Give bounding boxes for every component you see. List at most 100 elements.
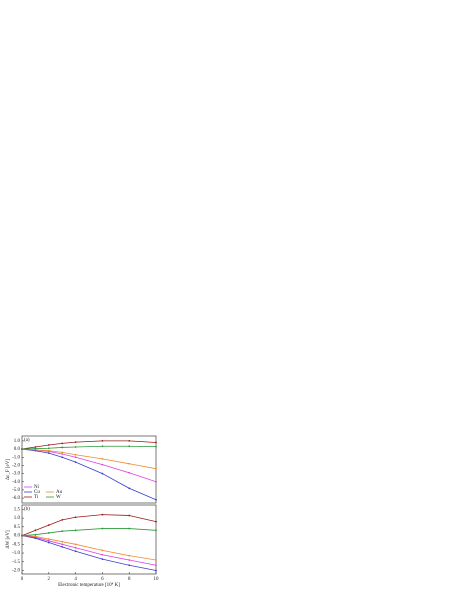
data-point bbox=[61, 530, 64, 533]
y-tick-label: 0.0 bbox=[14, 534, 21, 539]
data-point bbox=[47, 538, 50, 540]
data-point bbox=[61, 543, 64, 546]
data-point bbox=[61, 546, 64, 548]
data-point bbox=[155, 441, 157, 444]
legend-label: Ni bbox=[34, 485, 40, 490]
panel-label: (a) bbox=[24, 438, 30, 443]
legend-label: Ti bbox=[34, 495, 39, 500]
data-point bbox=[61, 540, 64, 543]
data-point bbox=[61, 446, 64, 449]
data-point bbox=[101, 558, 104, 561]
data-point bbox=[128, 440, 131, 442]
data-point bbox=[155, 445, 157, 448]
y-axis-label: ΔW [eV] bbox=[6, 530, 11, 549]
data-point bbox=[47, 452, 50, 455]
data-point bbox=[101, 457, 104, 460]
y-tick-label: -4.0 bbox=[12, 480, 20, 485]
data-point bbox=[74, 456, 77, 459]
data-point bbox=[74, 446, 77, 448]
data-point bbox=[34, 529, 37, 532]
data-point bbox=[34, 447, 37, 450]
data-point bbox=[34, 535, 37, 538]
y-tick-label: -3.0 bbox=[12, 472, 20, 477]
data-point bbox=[128, 564, 131, 567]
data-point bbox=[74, 441, 77, 444]
data-point bbox=[101, 445, 104, 448]
series-line bbox=[21, 535, 157, 571]
data-point bbox=[101, 527, 104, 530]
data-point bbox=[47, 541, 50, 544]
x-tick-label: 2 bbox=[48, 577, 51, 582]
data-point bbox=[155, 467, 157, 470]
data-point bbox=[74, 529, 77, 532]
data-point bbox=[47, 539, 50, 542]
series-line bbox=[21, 528, 157, 536]
data-point bbox=[101, 440, 104, 442]
series-line bbox=[21, 535, 157, 566]
data-point bbox=[101, 463, 104, 466]
x-tick-label: 8 bbox=[128, 577, 131, 582]
x-axis-label: Electronic temperature [10⁴ K] bbox=[58, 582, 120, 588]
legend-label: W bbox=[56, 495, 61, 500]
series-line bbox=[21, 440, 157, 450]
y-tick-label: 1.5 bbox=[14, 508, 21, 513]
y-axis-label: Δε_F [eV] bbox=[6, 459, 11, 480]
data-point bbox=[61, 442, 64, 445]
data-point bbox=[128, 559, 131, 561]
data-point bbox=[128, 445, 131, 448]
panel-label: (b) bbox=[24, 507, 30, 512]
data-point bbox=[155, 520, 157, 523]
y-tick-label: -1.0 bbox=[12, 455, 20, 460]
data-point bbox=[21, 448, 23, 450]
series-line bbox=[21, 535, 157, 561]
y-tick-label: -0.5 bbox=[12, 542, 20, 547]
data-point bbox=[61, 451, 64, 454]
y-tick-label: -1.0 bbox=[12, 551, 20, 556]
y-tick-label: 1.0 bbox=[14, 439, 21, 444]
x-tick-label: 10 bbox=[154, 577, 160, 582]
y-tick-label: -2.0 bbox=[12, 464, 20, 469]
x-tick-label: 6 bbox=[101, 577, 104, 582]
series-line bbox=[21, 514, 157, 536]
data-point bbox=[128, 487, 131, 490]
data-point bbox=[47, 444, 50, 446]
y-tick-label: 0.5 bbox=[14, 525, 21, 530]
data-point bbox=[74, 461, 77, 464]
data-point bbox=[155, 498, 157, 501]
series-line bbox=[21, 448, 157, 483]
data-point bbox=[61, 453, 64, 455]
data-point bbox=[34, 446, 37, 448]
y-tick-label: 1.0 bbox=[14, 516, 21, 521]
data-point bbox=[155, 559, 157, 561]
x-tick-label: 4 bbox=[74, 577, 77, 582]
y-tick-label: -1.5 bbox=[12, 560, 20, 565]
data-point bbox=[155, 569, 157, 572]
series-line bbox=[21, 445, 157, 450]
data-point bbox=[74, 546, 77, 549]
legend-label: Au bbox=[56, 490, 63, 495]
data-point bbox=[101, 513, 104, 516]
series-line bbox=[21, 448, 157, 501]
data-point bbox=[155, 480, 157, 483]
data-point bbox=[101, 549, 104, 552]
data-point bbox=[128, 462, 131, 465]
data-point bbox=[47, 449, 50, 452]
data-point bbox=[128, 471, 131, 474]
data-point bbox=[101, 472, 104, 475]
series-line bbox=[21, 448, 157, 470]
data-point bbox=[61, 456, 64, 459]
plot-frame bbox=[21, 504, 157, 575]
y-tick-label: 0.0 bbox=[14, 447, 21, 452]
data-point bbox=[61, 518, 64, 521]
data-point bbox=[101, 553, 104, 556]
data-point bbox=[155, 564, 157, 567]
data-point bbox=[128, 527, 131, 530]
x-tick-label: 0 bbox=[21, 577, 24, 582]
data-point bbox=[47, 447, 50, 450]
data-point bbox=[128, 514, 131, 517]
data-point bbox=[74, 550, 77, 553]
y-tick-label: -6.0 bbox=[12, 496, 20, 501]
data-point bbox=[47, 532, 50, 534]
data-point bbox=[47, 524, 50, 526]
